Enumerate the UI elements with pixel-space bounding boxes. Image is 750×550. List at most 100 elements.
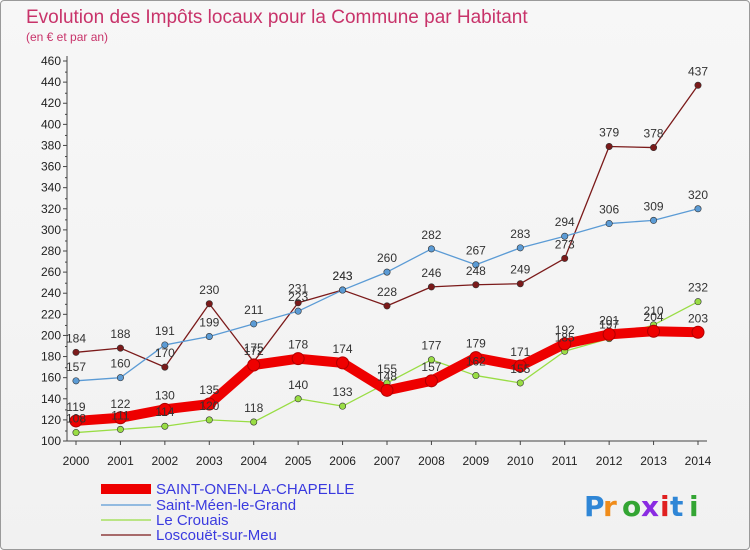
data-point	[205, 416, 213, 424]
x-tick-label: 2014	[685, 454, 712, 468]
data-label: 130	[155, 388, 175, 402]
data-point	[694, 205, 702, 213]
data-point	[116, 344, 124, 352]
data-label: 157	[66, 360, 86, 374]
y-tick-label: 240	[41, 286, 61, 300]
data-point	[469, 351, 483, 365]
data-label: 171	[510, 345, 530, 359]
data-label: 172	[244, 344, 264, 358]
x-tick-label: 2002	[152, 454, 179, 468]
data-label: 246	[421, 266, 441, 280]
data-point	[383, 302, 391, 310]
data-point	[602, 327, 616, 341]
y-tick-label: 300	[41, 223, 61, 237]
data-point	[650, 144, 658, 152]
data-label: 204	[644, 310, 664, 324]
legend-label: Loscouët-sur-Meu	[156, 527, 277, 544]
data-label: 282	[421, 228, 441, 242]
logo-letter: i	[660, 490, 670, 523]
data-point	[294, 299, 302, 307]
data-label: 197	[599, 318, 619, 332]
data-point	[424, 374, 438, 388]
y-tick-label: 460	[41, 54, 61, 68]
data-label: 162	[466, 355, 486, 369]
y-tick-label: 320	[41, 202, 61, 216]
chart-title: Evolution des Impôts locaux pour la Comm…	[26, 7, 528, 28]
y-tick-label: 200	[41, 328, 61, 342]
data-label: 177	[421, 339, 441, 353]
y-tick-label: 260	[41, 265, 61, 279]
data-point	[294, 395, 302, 403]
legend: SAINT-ONEN-LA-CHAPELLESaint-Méen-le-Gran…	[101, 481, 354, 544]
legend-label: SAINT-ONEN-LA-CHAPELLE	[156, 481, 354, 498]
x-tick-label: 2001	[107, 454, 134, 468]
data-point	[605, 143, 613, 151]
data-point	[650, 216, 658, 224]
data-point	[202, 397, 216, 411]
logo-letter: x	[641, 490, 659, 523]
data-point	[113, 411, 127, 425]
data-point	[647, 324, 661, 338]
y-tick-label: 100	[41, 434, 61, 448]
data-label: 185	[555, 330, 575, 344]
proxiti-logo: Pr o x i t i	[584, 490, 699, 523]
data-label: 114	[155, 405, 174, 419]
data-point	[516, 280, 524, 288]
data-label: 273	[555, 237, 575, 251]
y-tick-label: 220	[41, 307, 61, 321]
data-point	[116, 374, 124, 382]
data-point	[605, 220, 613, 228]
data-label: 243	[333, 269, 353, 283]
data-point	[516, 379, 524, 387]
data-label: 248	[466, 264, 486, 278]
data-label: 179	[466, 337, 486, 351]
data-label: 309	[644, 199, 664, 213]
data-point	[247, 358, 261, 372]
data-point	[161, 363, 169, 371]
data-point	[472, 261, 480, 269]
data-point	[427, 245, 435, 253]
data-label: 199	[199, 316, 219, 330]
data-point	[513, 359, 527, 373]
data-point	[116, 425, 124, 433]
data-label: 203	[688, 311, 708, 325]
y-tick-label: 440	[41, 75, 61, 89]
data-label: 379	[599, 126, 619, 140]
data-point	[161, 422, 169, 430]
data-label: 170	[155, 346, 175, 360]
x-tick-label: 2000	[63, 454, 90, 468]
data-point	[561, 232, 569, 240]
logo-letter: P	[584, 490, 605, 523]
data-label: 108	[66, 412, 86, 426]
y-tick-label: 340	[41, 181, 61, 195]
data-point	[427, 283, 435, 291]
data-point	[72, 429, 80, 437]
data-label: 119	[66, 400, 85, 414]
x-tick-label: 2008	[418, 454, 445, 468]
data-label: 378	[644, 127, 664, 141]
data-label: 437	[688, 64, 708, 78]
y-tick-label: 360	[41, 160, 61, 174]
data-label: 223	[288, 290, 308, 304]
data-label: 135	[199, 383, 219, 397]
data-label: 122	[110, 397, 130, 411]
data-point	[294, 307, 302, 315]
legend-label: Saint-Méen-le-Grand	[156, 497, 296, 514]
data-label: 157	[421, 360, 441, 374]
data-point	[205, 332, 213, 340]
data-label: 174	[333, 342, 353, 356]
data-point	[380, 383, 394, 397]
data-point	[205, 300, 213, 308]
data-label: 228	[377, 285, 397, 299]
data-point	[72, 377, 80, 385]
logo-letter: t	[670, 490, 683, 523]
data-point	[339, 402, 347, 410]
data-labels: 119 122 130 135 172 178 174 148 157 179 171 192 201 2…	[66, 64, 708, 425]
y-tick-label: 400	[41, 117, 61, 131]
data-label: 260	[377, 251, 397, 265]
x-tick-label: 2010	[507, 454, 534, 468]
data-point	[383, 268, 391, 276]
x-tick-label: 2003	[196, 454, 223, 468]
data-label: 231	[288, 282, 308, 296]
